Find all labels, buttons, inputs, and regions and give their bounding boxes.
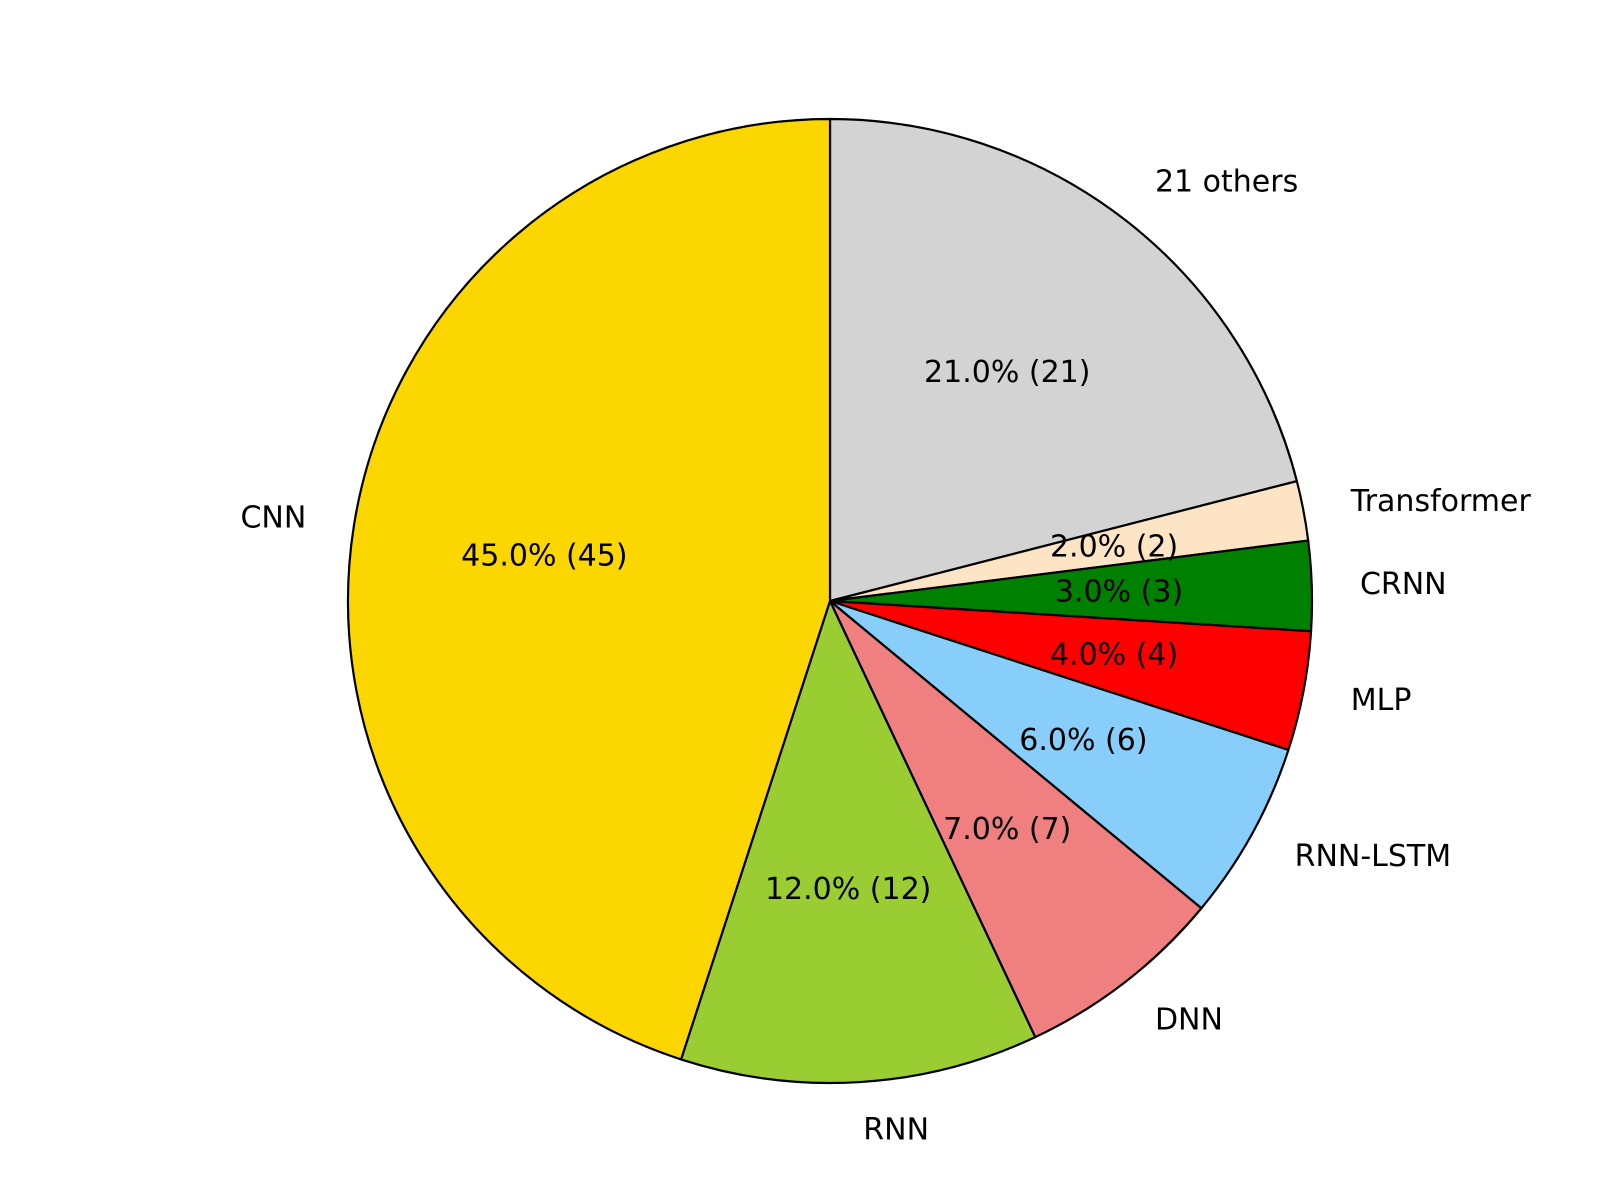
slice-label-transformer: Transformer (1350, 484, 1532, 519)
slice-label-cnn: CNN (240, 501, 306, 536)
pct-label-rnn: 12.0% (12) (765, 872, 931, 907)
pct-label-dnn: 7.0% (7) (943, 812, 1071, 847)
pie-slice-21-others (828, 117, 1298, 603)
pct-label-crnn: 3.0% (3) (1055, 574, 1183, 609)
pct-label-mlp: 4.0% (4) (1050, 638, 1178, 673)
slice-label-21-others: 21 others (1155, 165, 1298, 200)
slice-label-rnn: RNN (863, 1113, 929, 1148)
pct-label-transformer: 2.0% (2) (1050, 529, 1178, 564)
pie-slice-dnn (828, 599, 1203, 1039)
slice-label-rnn-lstm: RNN-LSTM (1295, 839, 1452, 874)
pie-slice-rnn-lstm (828, 599, 1290, 910)
slice-label-dnn: DNN (1155, 1002, 1223, 1037)
slice-labels: 21 others Transformer CRNN MLP RNN-LSTM DNN RN… (240, 165, 1531, 1148)
pie-slice-rnn (679, 599, 1037, 1085)
percentage-labels: 21.0% (21) 2.0% (2) 3.0% (3) 4.0% (4) 6.0% (… (461, 355, 1183, 907)
slices-layer (346, 117, 1314, 1085)
pie-slice-cnn (346, 117, 832, 1061)
pct-label-21-others: 21.0% (21) (924, 355, 1090, 390)
slice-label-crnn: CRNN (1360, 567, 1447, 602)
slice-label-mlp: MLP (1351, 683, 1412, 718)
pct-label-cnn: 45.0% (45) (461, 538, 627, 573)
pct-label-rnn-lstm: 6.0% (6) (1019, 723, 1147, 758)
